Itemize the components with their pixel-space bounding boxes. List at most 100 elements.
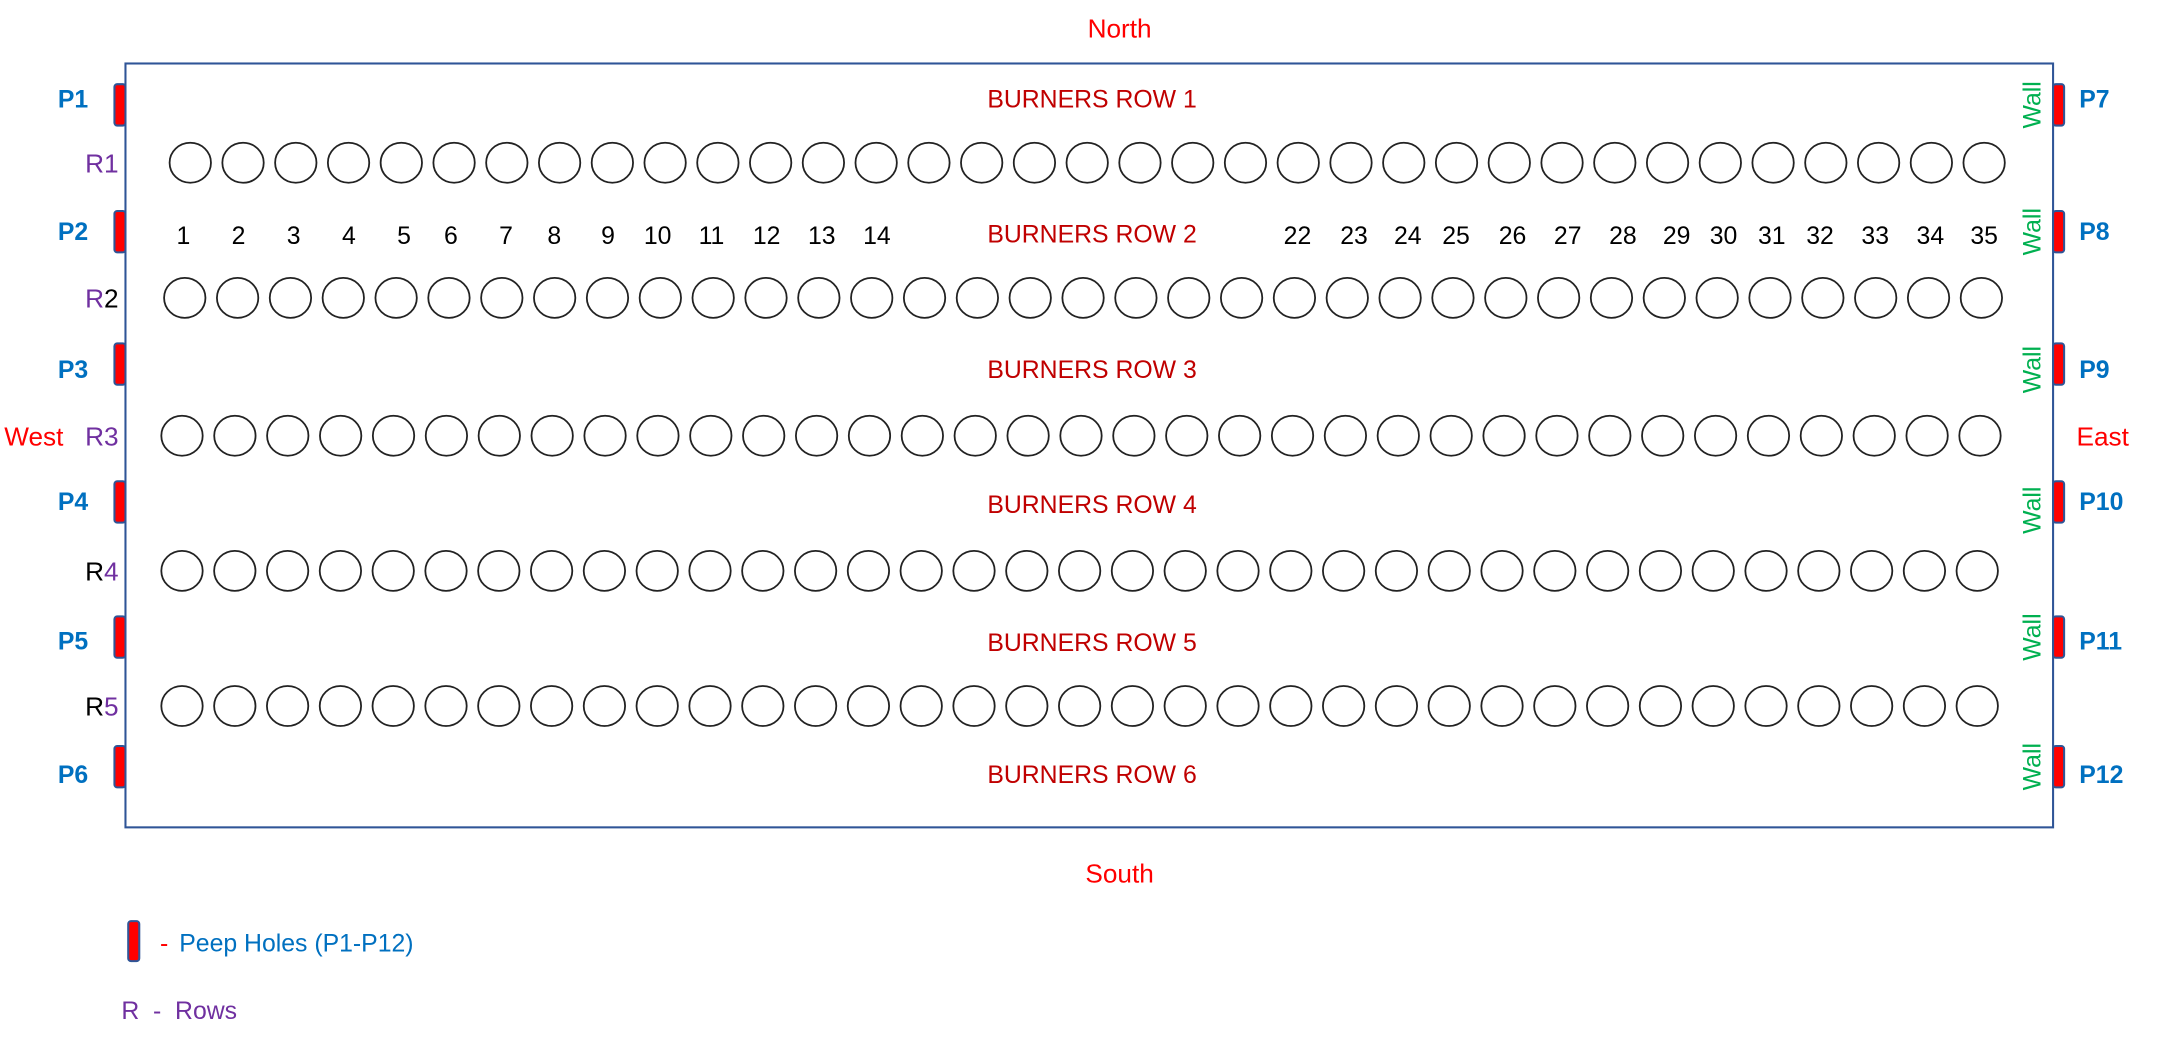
burner: [643, 141, 687, 184]
peep-label-right: P11: [2079, 628, 2122, 655]
burner-number: 35: [1970, 223, 1998, 250]
burner: [1480, 550, 1524, 592]
furnace-box: [124, 62, 2055, 829]
burner: [1376, 414, 1420, 457]
burner: [1163, 550, 1207, 592]
burner: [1269, 550, 1313, 592]
burner: [266, 685, 310, 727]
peep-label-left: P5: [58, 628, 89, 655]
burner: [221, 141, 265, 184]
burner: [1691, 685, 1735, 727]
burner: [1698, 141, 1742, 184]
burner: [318, 550, 362, 592]
burner: [801, 141, 845, 184]
burner: [1854, 276, 1898, 319]
burner: [1110, 550, 1155, 592]
burner-number: 7: [499, 223, 513, 250]
burner: [326, 141, 371, 184]
burner: [1482, 414, 1526, 457]
burner: [477, 550, 521, 592]
burner: [1374, 685, 1419, 727]
burner: [319, 414, 363, 457]
burner: [424, 414, 468, 457]
burner: [530, 414, 574, 457]
peep-hole-left: [113, 342, 127, 386]
burner: [1857, 141, 1901, 184]
burner: [1005, 685, 1049, 727]
burner: [379, 141, 423, 184]
peep-label-right: P12: [2079, 762, 2123, 789]
wall-label: Wall: [2020, 346, 2047, 393]
burner: [427, 276, 471, 319]
east-label: East: [2077, 421, 2130, 451]
burner-number: 11: [699, 223, 725, 250]
row-number: 1: [104, 148, 119, 178]
burner: [168, 141, 212, 184]
peep-hole-left: [113, 615, 127, 659]
legend-peep-text: Peep Holes (P1-P12): [179, 930, 413, 957]
burner: [1434, 141, 1479, 184]
burner: [1535, 414, 1579, 457]
burner: [268, 276, 313, 319]
burner-number: 1: [176, 223, 190, 250]
burner: [1374, 550, 1419, 592]
burner: [371, 550, 415, 592]
burner: [1272, 276, 1317, 319]
burner: [1905, 414, 1949, 457]
row-label: R4: [85, 557, 118, 587]
row-letter: R: [85, 692, 104, 722]
burner: [216, 276, 260, 319]
peep-label-right: P7: [2079, 87, 2109, 114]
peep-hole-right: [2052, 744, 2066, 789]
burner: [582, 550, 626, 592]
burner: [1797, 685, 1841, 727]
burner: [794, 685, 838, 727]
row-letter: R: [85, 148, 104, 178]
burner: [955, 276, 999, 319]
burner: [1850, 550, 1894, 592]
burner: [1269, 685, 1313, 727]
burner: [854, 141, 898, 184]
burner: [266, 414, 310, 457]
burner: [1797, 550, 1841, 592]
burner: [266, 550, 310, 592]
burner: [1850, 685, 1894, 727]
burner: [1329, 141, 1373, 184]
burner: [583, 414, 627, 457]
legend-peep-hole-icon: [127, 920, 141, 963]
burner: [530, 685, 574, 727]
burner: [1378, 276, 1422, 319]
burner: [1852, 414, 1896, 457]
burner: [1216, 685, 1260, 727]
burner: [1645, 141, 1690, 184]
row-number: 3: [104, 421, 119, 451]
burner: [741, 685, 785, 727]
burner: [1223, 141, 1268, 184]
south-label: South: [1085, 859, 1153, 889]
burner: [1167, 276, 1211, 319]
burner: [1427, 685, 1471, 727]
burner: [1220, 276, 1264, 319]
burner: [1218, 414, 1262, 457]
burner-number: 22: [1284, 223, 1312, 250]
burner: [1276, 141, 1320, 184]
burner: [582, 685, 626, 727]
peep-hole-right: [2052, 342, 2066, 386]
burner: [1008, 276, 1052, 319]
burner: [689, 414, 733, 457]
burner: [1744, 550, 1788, 592]
burner: [638, 276, 682, 319]
burner: [1216, 550, 1260, 592]
burner-number: 3: [287, 223, 301, 250]
burner: [1909, 141, 1953, 184]
burner: [213, 550, 257, 592]
burner: [1322, 550, 1366, 592]
peep-label-left: P6: [58, 762, 88, 789]
burner: [1533, 685, 1577, 727]
burner: [1746, 414, 1791, 457]
peep-label-left: P1: [58, 87, 89, 114]
row-label: R5: [85, 692, 118, 722]
peep-label-right: P8: [2079, 219, 2110, 246]
burner: [1118, 141, 1162, 184]
burner: [1588, 414, 1632, 457]
